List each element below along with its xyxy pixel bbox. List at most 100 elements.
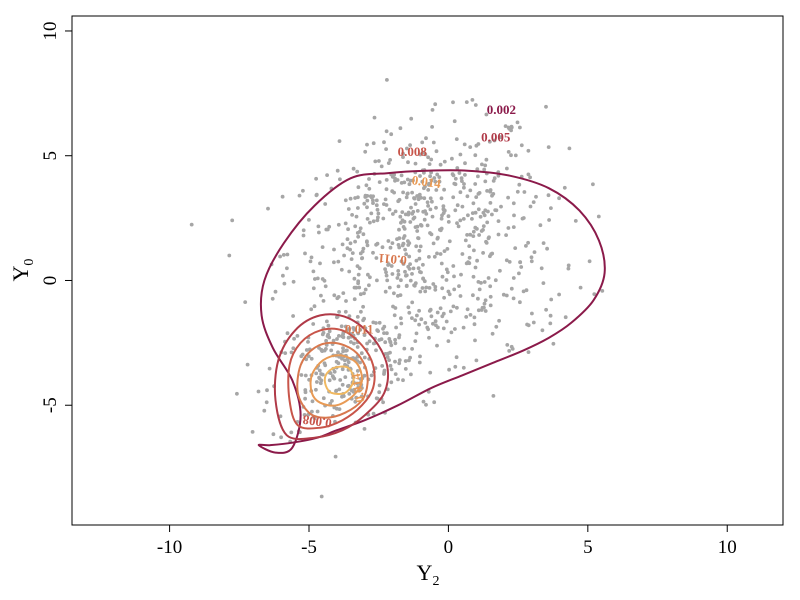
scatter-point xyxy=(402,227,407,231)
scatter-point xyxy=(354,214,359,219)
scatter-point xyxy=(318,261,322,266)
scatter-point xyxy=(545,246,549,251)
scatter-point xyxy=(413,202,418,206)
scatter-point xyxy=(431,282,436,286)
scatter-point xyxy=(352,341,356,346)
scatter-point xyxy=(450,156,454,161)
scatter-point xyxy=(384,273,389,278)
scatter-point xyxy=(471,293,475,298)
scatter-point xyxy=(509,125,514,130)
scatter-point xyxy=(480,305,485,310)
scatter-point xyxy=(352,276,357,281)
scatter-point xyxy=(373,159,378,164)
scatter-point xyxy=(445,247,450,251)
scatter-point xyxy=(483,179,488,184)
scatter-point xyxy=(356,234,361,239)
scatter-point xyxy=(453,364,458,369)
scatter-point xyxy=(429,314,434,319)
y-axis-title: Y0 xyxy=(8,259,37,282)
scatter-point xyxy=(262,408,267,413)
scatter-point xyxy=(356,272,361,277)
scatter-point xyxy=(315,409,320,414)
scatter-point xyxy=(374,198,379,203)
scatter-point xyxy=(455,166,460,170)
scatter-point xyxy=(319,494,324,499)
scatter-point xyxy=(318,381,323,386)
scatter-point xyxy=(548,313,553,318)
scatter-point xyxy=(291,314,295,318)
scatter-point xyxy=(388,363,393,368)
scatter-point xyxy=(371,320,376,325)
scatter-point xyxy=(494,324,499,329)
scatter-point xyxy=(338,378,343,382)
scatter-point xyxy=(557,292,561,297)
scatter-point xyxy=(408,262,412,266)
scatter-point xyxy=(437,179,442,184)
scatter-point xyxy=(487,235,491,240)
scatter-point xyxy=(403,359,408,363)
scatter-point xyxy=(303,390,308,395)
scatter-point xyxy=(418,223,423,227)
scatter-point xyxy=(281,253,286,257)
scatter-point xyxy=(354,285,359,290)
scatter-point xyxy=(423,209,427,214)
scatter-point xyxy=(492,176,497,181)
scatter-point xyxy=(505,343,510,347)
scatter-point xyxy=(438,162,443,167)
scatter-point xyxy=(362,355,367,360)
scatter-point xyxy=(399,278,403,283)
scatter-point xyxy=(320,348,324,353)
scatter-point xyxy=(435,310,440,315)
scatter-point xyxy=(320,277,325,281)
scatter-point xyxy=(424,402,428,407)
scatter-point xyxy=(539,266,544,271)
scatter-point xyxy=(515,189,520,194)
scatter-point xyxy=(331,338,336,343)
scatter-point xyxy=(314,371,319,376)
scatter-point xyxy=(343,309,348,314)
scatter-point xyxy=(504,293,509,298)
scatter-point xyxy=(324,338,328,343)
scatter-point xyxy=(445,270,450,275)
scatter-point xyxy=(411,266,416,271)
scatter-point xyxy=(365,198,370,203)
scatter-point xyxy=(435,343,439,348)
scatter-point xyxy=(562,185,567,190)
x-tick-label: -5 xyxy=(301,537,317,558)
scatter-point xyxy=(375,207,380,212)
scatter-point xyxy=(344,348,348,353)
scatter-point xyxy=(371,250,375,255)
scatter-point xyxy=(526,172,531,177)
scatter-point xyxy=(256,389,261,394)
scatter-point xyxy=(432,176,437,180)
scatter-point xyxy=(491,394,496,398)
scatter-point xyxy=(467,255,472,260)
scatter-point xyxy=(476,192,481,196)
scatter-point xyxy=(525,322,529,327)
scatter-point xyxy=(517,271,521,276)
scatter-point xyxy=(526,148,531,153)
contour-label: 0.008 xyxy=(301,412,333,431)
scatter-point xyxy=(513,153,518,158)
scatter-point xyxy=(377,320,382,325)
x-tick-label: 10 xyxy=(718,537,737,558)
scatter-point xyxy=(397,335,401,340)
scatter-point xyxy=(433,284,438,289)
scatter-point xyxy=(506,195,510,200)
scatter-point xyxy=(363,287,368,292)
scatter-point xyxy=(398,214,403,219)
scatter-point xyxy=(292,336,296,341)
scatter-point xyxy=(386,262,391,266)
scatter-point xyxy=(325,319,329,324)
scatter-point xyxy=(377,390,382,395)
scatter-point xyxy=(460,204,465,209)
scatter-point xyxy=(488,189,493,194)
scatter-point xyxy=(343,198,348,203)
scatter-point xyxy=(227,253,232,258)
scatter-point xyxy=(332,260,336,265)
scatter-point xyxy=(522,190,527,194)
scatter-point xyxy=(460,252,465,256)
scatter-point xyxy=(320,245,325,250)
scatter-point xyxy=(335,168,340,173)
